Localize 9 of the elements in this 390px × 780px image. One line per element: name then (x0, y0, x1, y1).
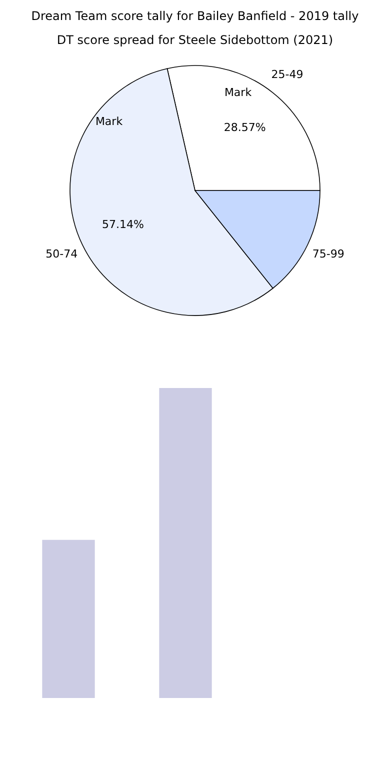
data-label: 28.57% (224, 120, 266, 134)
slice-label: 75-99 (312, 248, 344, 261)
data-label: 57.14% (102, 218, 144, 232)
text: Mark (95, 115, 124, 128)
chart-title: Dream Team score tally for Bailey Banfield - 2019 tally (31, 9, 359, 23)
slice-label: 25-49 (271, 68, 304, 81)
slice-label: 50-74 (46, 248, 78, 261)
text: Mark (224, 86, 252, 99)
chart-subtitle: DT score spread for Steele Sidebottom (2021) (56, 33, 334, 47)
